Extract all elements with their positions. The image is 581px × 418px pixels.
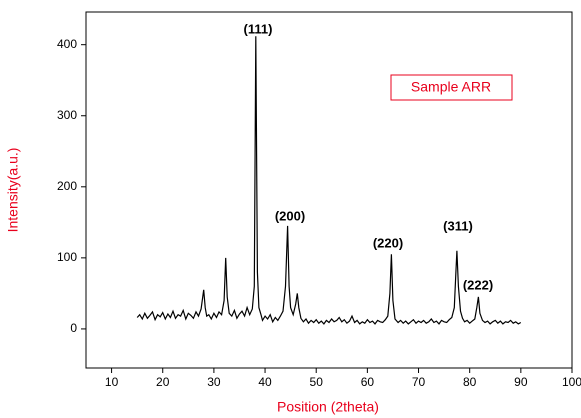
x-tick-label: 70: [412, 375, 426, 389]
y-tick-label: 400: [57, 37, 77, 51]
y-tick-label: 300: [57, 108, 77, 122]
legend-box: [390, 74, 513, 101]
x-tick-label: 60: [361, 375, 375, 389]
peak-annotation: (222): [463, 277, 493, 292]
y-tick-label: 200: [57, 179, 77, 193]
x-tick-label: 10: [105, 375, 119, 389]
x-tick-label: 40: [258, 375, 272, 389]
y-tick-label: 100: [57, 250, 77, 264]
peak-annotation: (111): [244, 21, 273, 36]
y-tick-label: 0: [70, 321, 77, 335]
x-tick-label: 90: [514, 375, 528, 389]
x-tick-label: 80: [463, 375, 477, 389]
x-tick-label: 20: [156, 375, 170, 389]
plot-frame: [85, 11, 573, 369]
x-tick-label: 100: [562, 375, 581, 389]
x-tick-label: 50: [310, 375, 324, 389]
peak-annotation: (200): [275, 208, 305, 223]
peak-annotation: (220): [373, 235, 403, 250]
y-axis-label: Intensity(a.u.): [5, 148, 21, 233]
x-tick-label: 30: [207, 375, 221, 389]
peak-annotation: (311): [443, 218, 473, 233]
x-axis-label: Position (2theta): [277, 399, 379, 415]
data-line: [136, 36, 522, 325]
legend-label: Sample ARR: [411, 79, 491, 95]
